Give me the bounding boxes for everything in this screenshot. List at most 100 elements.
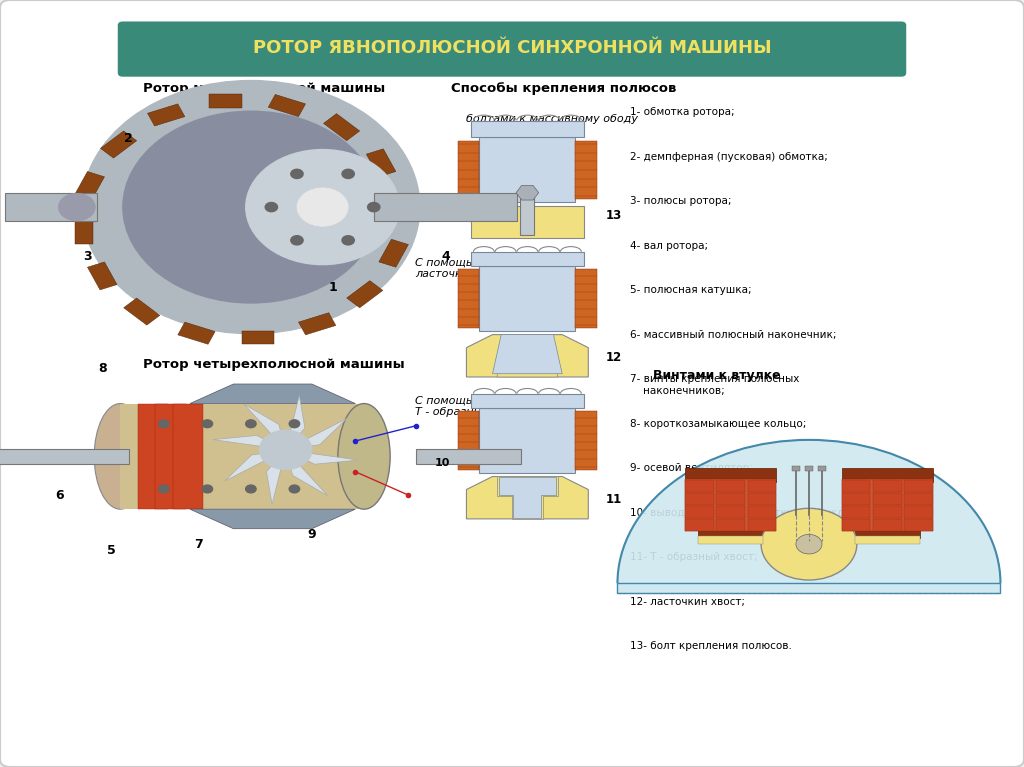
Text: 12: 12 [606, 351, 622, 364]
Bar [124, 298, 160, 325]
Bar [698, 536, 763, 545]
Circle shape [260, 430, 312, 469]
Bar [842, 480, 870, 492]
Bar [872, 480, 902, 492]
Text: РОТОР ЯВНОПОЛЮСНОЙ СИНХРОННОЙ МАШИНЫ: РОТОР ЯВНОПОЛЮСНОЙ СИНХРОННОЙ МАШИНЫ [253, 39, 771, 58]
Bar [242, 331, 274, 344]
Text: 10- выводные концы обмотки возбуждения;: 10- выводные концы обмотки возбуждения; [630, 508, 874, 518]
Circle shape [289, 485, 300, 493]
Text: 6- массивный полюсный наконечник;: 6- массивный полюсный наконечник; [630, 330, 837, 340]
Bar [855, 536, 920, 545]
Bar [716, 480, 745, 492]
Bar [792, 466, 801, 471]
Polygon shape [497, 334, 558, 377]
Circle shape [761, 509, 857, 580]
Text: 8: 8 [98, 362, 108, 375]
Bar [268, 94, 305, 117]
Polygon shape [266, 449, 286, 505]
Circle shape [796, 535, 822, 554]
Circle shape [58, 193, 95, 221]
Circle shape [291, 235, 303, 245]
Text: 3: 3 [83, 251, 91, 263]
Text: 5- полюсная катушка;: 5- полюсная катушка; [630, 285, 752, 295]
Bar [904, 493, 933, 505]
Bar [716, 519, 745, 531]
Polygon shape [286, 449, 358, 464]
Bar [178, 322, 215, 344]
Text: 2- демпферная (пусковая) обмотка;: 2- демпферная (пусковая) обмотка; [630, 152, 827, 162]
Text: Способы крепления полюсов: Способы крепления полюсов [451, 82, 676, 94]
Text: 9: 9 [307, 528, 316, 541]
Bar [685, 468, 776, 482]
Circle shape [289, 420, 300, 428]
Bar [471, 393, 584, 408]
Polygon shape [497, 476, 558, 518]
Bar [121, 403, 365, 509]
Text: С помощью
Т - образных хвостов: С помощью Т - образных хвостов [415, 396, 538, 417]
Circle shape [159, 420, 169, 428]
Text: 13- болт крепления полюсов.: 13- болт крепления полюсов. [630, 641, 792, 651]
Circle shape [202, 420, 213, 428]
Text: 7: 7 [195, 538, 203, 551]
Bar [471, 121, 584, 137]
Bar [842, 506, 870, 518]
Polygon shape [617, 440, 1000, 584]
Circle shape [159, 485, 169, 493]
Text: 9- осевой вентилятор;: 9- осевой вентилятор; [630, 463, 753, 473]
Bar [347, 281, 383, 308]
Bar [716, 493, 745, 505]
Bar [5, 193, 97, 221]
Bar [575, 411, 597, 470]
Text: 4- вал ротора;: 4- вал ротора; [630, 241, 708, 251]
Text: Ротор четырехполюсной машины: Ротор четырехполюсной машины [143, 358, 406, 370]
Bar [904, 519, 933, 531]
Bar [685, 493, 714, 505]
Bar [137, 403, 168, 509]
Bar [87, 262, 117, 290]
Bar [805, 466, 813, 471]
Text: Ротор многополюсной машины: Ротор многополюсной машины [143, 82, 386, 94]
Bar [471, 206, 584, 239]
Text: 11: 11 [606, 493, 622, 505]
Bar [520, 196, 535, 235]
Bar [0, 449, 129, 464]
Polygon shape [493, 334, 562, 374]
Circle shape [291, 170, 303, 179]
Bar [872, 506, 902, 518]
Bar [416, 449, 521, 464]
Circle shape [368, 202, 380, 212]
Text: Винтами к втулке: Винтами к втулке [653, 370, 780, 382]
FancyBboxPatch shape [118, 21, 906, 77]
Text: 7- винты крепления полюсных
    наконечников;: 7- винты крепления полюсных наконечников… [630, 374, 799, 396]
Bar [479, 408, 575, 473]
Bar [575, 269, 597, 328]
Bar [698, 479, 763, 538]
Bar [379, 239, 409, 267]
Bar [374, 193, 517, 221]
Circle shape [246, 150, 399, 265]
Bar [458, 140, 479, 199]
Bar [842, 519, 870, 531]
Polygon shape [213, 436, 286, 449]
Polygon shape [467, 476, 588, 518]
Text: 3- полюсы ротора;: 3- полюсы ротора; [630, 196, 731, 206]
Bar [748, 519, 776, 531]
Text: 6: 6 [55, 489, 63, 502]
Bar [748, 506, 776, 518]
Bar [156, 403, 185, 509]
Bar [458, 411, 479, 470]
Bar [575, 140, 597, 199]
Bar [172, 403, 203, 509]
Bar [818, 466, 826, 471]
Ellipse shape [338, 403, 390, 509]
Bar [855, 479, 920, 538]
Text: болтами к массивному ободу: болтами к массивному ободу [466, 114, 638, 124]
Bar [390, 195, 409, 219]
Bar [685, 480, 714, 492]
Polygon shape [499, 477, 556, 518]
Bar [748, 480, 776, 492]
Bar [748, 493, 776, 505]
Text: 13: 13 [606, 209, 622, 222]
Circle shape [342, 170, 354, 179]
Bar [685, 479, 776, 531]
